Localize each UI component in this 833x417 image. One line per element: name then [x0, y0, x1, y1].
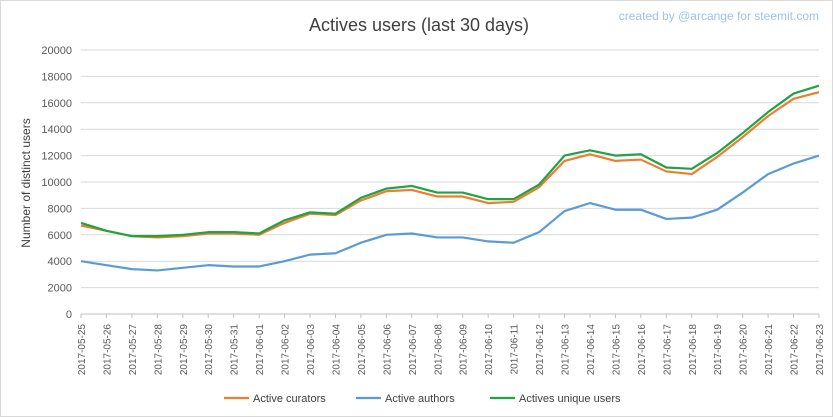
- x-tick-label: 2017-06-13: [561, 324, 572, 376]
- y-axis: 0 2000 4000 6000 8000 10000 12000 14000 16000 180…: [41, 45, 72, 321]
- y-tick-label: 14000: [41, 124, 72, 136]
- series-line-actives-unique-users: [80, 84, 820, 238]
- x-tick-label: 2017-06-18: [688, 324, 699, 376]
- x-tick-label: 2017-05-30: [204, 324, 215, 376]
- legend: Active curators Active authors Actives uni…: [224, 393, 621, 405]
- x-tick-label: 2017-06-03: [306, 324, 317, 376]
- x-tick-label: 2017-05-26: [102, 324, 113, 376]
- y-tick-label: 2000: [48, 283, 72, 295]
- x-tick-label: 2017-06-20: [739, 324, 750, 376]
- x-tick-label: 2017-05-27: [128, 324, 139, 376]
- x-tick-label: 2017-06-15: [611, 324, 622, 376]
- x-tick-label: 2017-05-31: [230, 324, 241, 376]
- x-tick-label: 2017-05-28: [153, 324, 164, 376]
- y-tick-label: 4000: [48, 256, 72, 268]
- chart-title: Actives users (last 30 days): [309, 15, 529, 35]
- x-tick-label: 2017-06-09: [459, 324, 470, 376]
- x-tick-label: 2017-06-07: [408, 324, 419, 376]
- x-tick-label: 2017-06-06: [382, 324, 393, 376]
- x-axis: 2017-05-25 2017-05-26 2017-05-27 2017-05-28…: [77, 314, 826, 375]
- x-tick-label: 2017-06-11: [510, 324, 521, 375]
- series-line-active-authors: [80, 154, 820, 272]
- legend-label: Actives unique users: [519, 393, 621, 405]
- y-tick-label: 8000: [48, 203, 72, 215]
- x-tick-label: 2017-06-04: [331, 324, 342, 376]
- y-tick-label: 20000: [41, 45, 72, 57]
- y-tick-label: 6000: [48, 230, 72, 242]
- x-tick-label: 2017-06-22: [790, 324, 801, 376]
- x-tick-label: 2017-06-10: [484, 324, 495, 376]
- legend-label: Active curators: [253, 393, 326, 405]
- credit-text: created by @arcange for steemit.com: [619, 9, 819, 23]
- x-tick-label: 2017-06-14: [586, 324, 597, 376]
- series-lines: [80, 84, 820, 272]
- x-tick-label: 2017-06-21: [764, 324, 775, 376]
- x-tick-label: 2017-06-19: [713, 324, 724, 376]
- series-line-active-curators: [80, 91, 820, 239]
- y-tick-label: 0: [66, 309, 72, 321]
- x-tick-label: 2017-06-23: [815, 324, 826, 376]
- y-tick-label: 16000: [41, 98, 72, 110]
- y-axis-label: Number of distinct users: [19, 118, 33, 247]
- gridlines: [81, 49, 819, 315]
- y-tick-label: 18000: [41, 71, 72, 83]
- x-tick-label: 2017-06-05: [357, 324, 368, 376]
- x-tick-label: 2017-06-01: [255, 324, 266, 376]
- x-tick-label: 2017-06-02: [281, 324, 292, 376]
- x-tick-label: 2017-06-17: [662, 324, 673, 376]
- legend-label: Active authors: [385, 393, 455, 405]
- x-tick-label: 2017-05-29: [179, 324, 190, 376]
- x-tick-label: 2017-05-25: [77, 324, 88, 376]
- y-tick-label: 12000: [41, 151, 72, 163]
- x-tick-label: 2017-06-12: [535, 324, 546, 376]
- y-tick-label: 10000: [41, 177, 72, 189]
- x-tick-label: 2017-06-16: [637, 324, 648, 376]
- x-tick-label: 2017-06-08: [433, 324, 444, 376]
